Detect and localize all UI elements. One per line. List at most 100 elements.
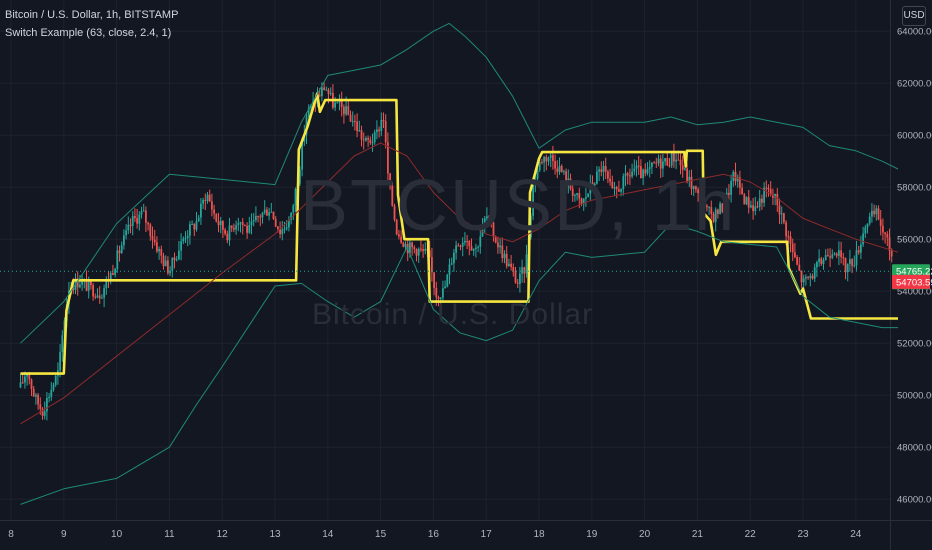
candle-body (758, 198, 761, 207)
candle-body (888, 237, 891, 252)
candle-body (728, 192, 730, 195)
candle-body (653, 162, 656, 164)
candle-body (776, 193, 779, 206)
candle-body (307, 108, 310, 118)
y-tick-label: 50000.00 (897, 391, 932, 402)
candle-body (824, 255, 827, 261)
candle-body (684, 168, 686, 170)
candle-body (252, 219, 255, 222)
candle-body (250, 221, 253, 226)
candle-body (389, 173, 392, 186)
candle-body (365, 137, 367, 141)
candle-body (43, 411, 46, 416)
y-tick-label: 54000.00 (897, 287, 932, 298)
candle-body (811, 275, 814, 279)
candle-body (184, 237, 187, 239)
candle-body (384, 121, 387, 143)
candle-body (189, 224, 191, 236)
candle-body (587, 193, 590, 197)
candle-body (673, 153, 675, 162)
candle-body (620, 189, 623, 192)
candle-body (224, 229, 227, 234)
candle-body (545, 156, 548, 162)
candle-body (338, 101, 341, 103)
candle-body (851, 259, 854, 266)
candle-body (644, 169, 647, 174)
candle-body (796, 257, 799, 265)
candle-body (560, 166, 563, 173)
candle-body (541, 162, 543, 164)
series-basis (20, 142, 899, 425)
x-tick-label: 19 (586, 529, 598, 540)
candle-body (422, 249, 425, 251)
candle-body (129, 224, 132, 226)
candle-body (761, 198, 763, 203)
candle-body (182, 238, 185, 242)
candle-body (725, 192, 728, 207)
candle-body (516, 282, 519, 284)
candle-body (92, 285, 95, 297)
candle-body (453, 252, 455, 264)
candle-body (508, 263, 510, 267)
candle-body (629, 175, 631, 177)
candle-body (877, 208, 880, 220)
candle-body (866, 223, 869, 228)
candle-body (103, 288, 106, 298)
candle-body (116, 250, 119, 270)
candle-body (274, 218, 277, 227)
candle-body (402, 242, 405, 247)
candle-body (499, 245, 502, 248)
candle-body (765, 187, 768, 189)
candle-body (468, 240, 471, 247)
candle-body (145, 210, 147, 223)
candle-body (459, 245, 462, 247)
candle-body (769, 189, 772, 195)
candle-body (785, 222, 788, 237)
candle-body (552, 155, 554, 162)
x-tick-label: 18 (533, 529, 545, 540)
candle-body (48, 396, 51, 399)
candle-body (549, 155, 552, 158)
candle-body (325, 89, 328, 91)
candle-body (19, 382, 22, 388)
candle-body (569, 178, 572, 189)
candle-body (356, 121, 359, 132)
indicator-legend[interactable]: Switch Example (63, close, 2.4, 1) (5, 27, 172, 39)
candle-body (87, 281, 90, 291)
candle-body (369, 139, 372, 143)
candle-body (439, 297, 442, 299)
candle-body (787, 236, 790, 238)
candle-body (351, 121, 354, 123)
x-tick-label: 9 (61, 529, 67, 540)
candle-body (578, 193, 581, 199)
candle-body (239, 222, 242, 224)
candle-body (343, 106, 345, 115)
candle-body (501, 245, 504, 259)
candle-body (248, 225, 251, 233)
candle-body (741, 187, 744, 195)
last-price-value: 54765.22 (896, 266, 932, 277)
candle-body (690, 176, 693, 189)
candle-body (347, 106, 350, 115)
symbol-title[interactable]: Bitcoin / U.S. Dollar, 1h, BITSTAMP (5, 9, 179, 21)
currency-button[interactable]: USD (902, 6, 926, 26)
candle-body (677, 159, 680, 161)
candle-body (646, 168, 649, 174)
candle-body (197, 217, 200, 222)
candle-body (622, 176, 625, 190)
candle-body (745, 197, 748, 205)
candle-body (109, 273, 112, 282)
x-tick-label: 17 (481, 529, 493, 540)
candle-body (596, 171, 598, 184)
candle-body (853, 265, 856, 267)
candle-body (136, 218, 139, 224)
x-tick-label: 15 (375, 529, 387, 540)
candle-body (490, 218, 493, 223)
candle-body (798, 264, 801, 271)
candle-body (219, 220, 222, 226)
candle-body (842, 257, 845, 259)
candle-body (131, 216, 134, 226)
candle-body (435, 287, 438, 298)
candle-body (523, 267, 526, 274)
